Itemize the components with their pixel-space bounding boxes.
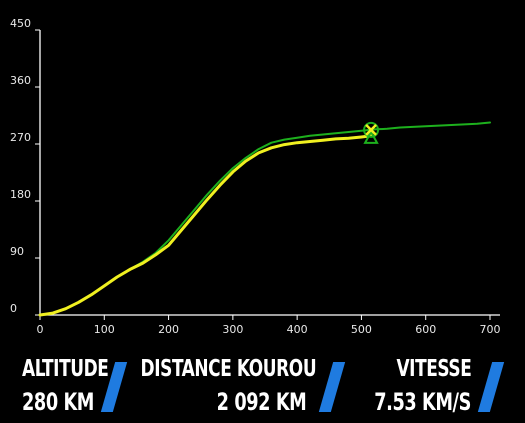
x-tick-label: 700 [480, 323, 501, 336]
y-tick-label: 270 [10, 131, 31, 144]
altitude-readout: ALTITUDE 280 KM [22, 356, 142, 418]
y-tick-label: 180 [10, 188, 31, 201]
y-tick-label: 0 [10, 302, 17, 315]
altitude-label: ALTITUDE [22, 356, 109, 382]
marker-triangle [363, 129, 379, 144]
x-tick-label: 200 [158, 323, 179, 336]
x-tick-label: 0 [37, 323, 44, 336]
speed-accent-bar [477, 362, 505, 412]
speed-value: 7.53 KM/S [374, 388, 471, 416]
x-tick-label: 300 [222, 323, 243, 336]
x-ticks: 0 100 200 300 400 500 600 700 [37, 315, 501, 336]
speed-readout: VITESSE 7.53 KM/S [365, 356, 515, 418]
distance-readout: DISTANCE KOUROU 2 092 KM [140, 356, 350, 418]
marker-ring [363, 121, 380, 138]
altitude-value: 280 KM [22, 388, 95, 416]
distance-accent-bar [318, 362, 346, 412]
y-tick-label: 360 [10, 74, 31, 87]
x-tick-label: 100 [94, 323, 115, 336]
y-tick-label: 90 [10, 245, 24, 258]
distance-label: DISTANCE KOUROU [140, 356, 316, 382]
series-line-2 [38, 134, 373, 317]
marker-cross-b [365, 123, 377, 136]
speed-label: VITESSE [396, 356, 471, 382]
series-layer [38, 121, 491, 317]
current-position-marker [363, 121, 380, 144]
distance-value: 2 092 KM [216, 388, 306, 416]
x-tick-label: 600 [415, 323, 436, 336]
y-tick-label: 450 [10, 17, 31, 30]
trajectory-chart: 0 90 180 270 360 450 0 100 200 300 400 500 600 700 [10, 17, 501, 336]
x-tick-label: 400 [287, 323, 308, 336]
x-tick-label: 500 [351, 323, 372, 336]
y-ticks: 0 90 180 270 360 450 [10, 17, 40, 316]
